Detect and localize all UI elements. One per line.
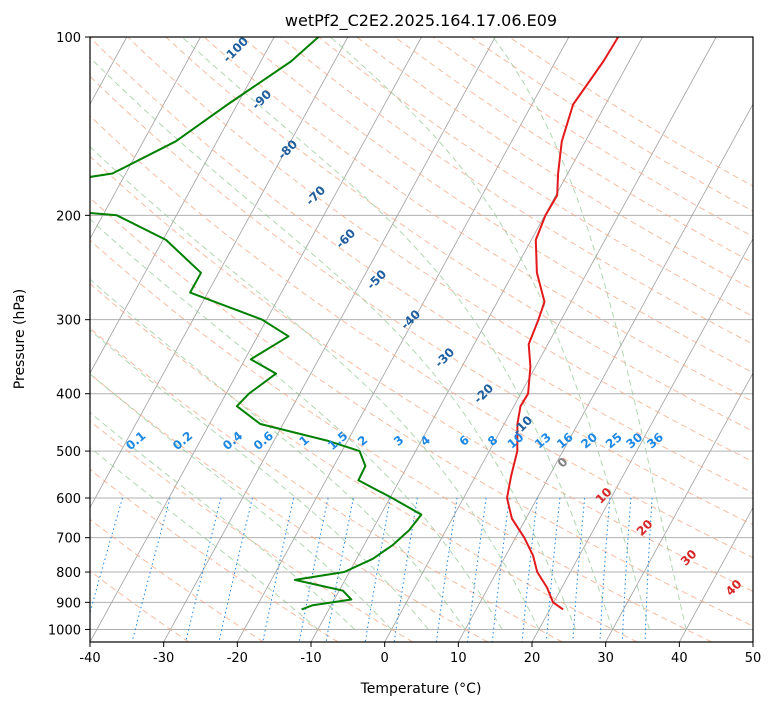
- isotherm-line: [678, 506, 753, 642]
- x-tick-label: 10: [450, 651, 467, 666]
- y-tick-label: 500: [56, 445, 81, 460]
- isotherm-line: [90, 37, 422, 642]
- moist-adiabat-line: [90, 278, 466, 630]
- data-layer: [90, 37, 620, 611]
- y-tick-label: 600: [56, 492, 81, 507]
- grid-layer: [90, 37, 753, 642]
- moist-adiabat-line: [90, 411, 356, 630]
- y-tick-label: 200: [56, 209, 81, 224]
- mixing-ratio-line: [491, 497, 510, 642]
- x-tick-label: -40: [79, 651, 100, 666]
- moist-adiabat-line: [330, 37, 650, 630]
- isotherm-line: [236, 37, 570, 642]
- dry-adiabat-line: [90, 327, 563, 642]
- axis-layer: -40 -30 -20 -10 0 10 20 30 40 50 100 200 300 400 500 60…: [48, 31, 761, 666]
- x-tick-label: 0: [381, 651, 389, 666]
- x-tick-label: -10: [300, 651, 321, 666]
- x-axis-label: Temperature (°C): [360, 681, 482, 697]
- dry-adiabat-line: [90, 37, 753, 494]
- isotherm-line: [605, 372, 753, 642]
- dry-adiabat-line: [470, 37, 753, 212]
- mixing-ratio-line: [435, 497, 458, 642]
- moist-adiabat-line: [90, 56, 577, 630]
- mixing-ratio-line: [364, 497, 391, 642]
- dry-adiabat-line: [394, 37, 753, 264]
- moist-adiabat-line: [90, 218, 503, 630]
- moist-adiabat-line: [181, 37, 613, 630]
- mixing-ratio-line: [521, 497, 538, 642]
- plot-frame: [89, 36, 754, 643]
- x-tick-label: 20: [524, 651, 541, 666]
- dry-adiabat-line: [90, 468, 339, 642]
- x-tick-label: 30: [597, 651, 614, 666]
- mixing-ratio-line: [644, 497, 653, 642]
- x-tick-label: 40: [671, 651, 688, 666]
- x-tick-label: -20: [227, 651, 248, 666]
- mixing-ratio-line: [621, 497, 632, 642]
- mixing-ratio-line: [599, 497, 611, 642]
- y-axis-label: Pressure (hPa): [12, 289, 28, 389]
- dewpoint-profile-line: [90, 37, 423, 611]
- isotherm-line: [531, 237, 753, 642]
- isotherm-line: [90, 37, 349, 509]
- dry-adiabat-line: [90, 155, 753, 592]
- mixing-ratio-line: [325, 497, 354, 642]
- mixing-ratio-line: [298, 497, 329, 642]
- dry-adiabat-line: [165, 37, 753, 432]
- y-tick-label: 100: [56, 31, 81, 46]
- dry-adiabat-line: [432, 37, 753, 238]
- mixing-ratio-line: [393, 497, 418, 642]
- y-tick-label: 900: [56, 596, 81, 611]
- dry-adiabat-line: [509, 37, 753, 187]
- dry-adiabat-line: [318, 37, 753, 318]
- y-tick-label: 700: [56, 532, 81, 547]
- x-tick-label: -30: [153, 651, 174, 666]
- isotherm-line: [457, 103, 753, 642]
- dry-adiabat-line: [90, 197, 753, 627]
- moist-adiabat-line: [492, 37, 687, 630]
- y-tick-label: 800: [56, 566, 81, 581]
- moist-adiabat-line: [90, 446, 319, 630]
- isotherm-line: [90, 37, 275, 374]
- moist-adiabat-line: [90, 146, 540, 630]
- moist-adiabat-line: [90, 329, 429, 630]
- dry-adiabat-line: [280, 37, 753, 345]
- mixing-ratio-line: [262, 497, 295, 642]
- y-tick-label: 400: [56, 388, 81, 403]
- dry-adiabat-line: [90, 75, 753, 526]
- x-tick-label: 50: [745, 651, 762, 666]
- dry-adiabat-line: [356, 37, 753, 290]
- dry-adiabat-line: [90, 115, 753, 559]
- mixing-ratio-line: [545, 497, 561, 642]
- mixing-ratio-line: [572, 497, 586, 642]
- y-tick-label: 300: [56, 314, 81, 329]
- dry-adiabat-line: [90, 282, 638, 642]
- y-tick-label: 1000: [48, 623, 81, 638]
- isotherm-line: [384, 37, 717, 642]
- temperature-profile-line: [506, 37, 620, 611]
- chart-title: wetPf2_C2E2.2025.164.17.06.E09: [285, 11, 557, 31]
- mixing-ratio-line: [467, 497, 487, 642]
- dry-adiabat-line: [127, 37, 753, 463]
- isotherm-line: [90, 37, 201, 240]
- isotherm-line: [163, 37, 496, 642]
- moist-adiabat-line: [90, 373, 392, 630]
